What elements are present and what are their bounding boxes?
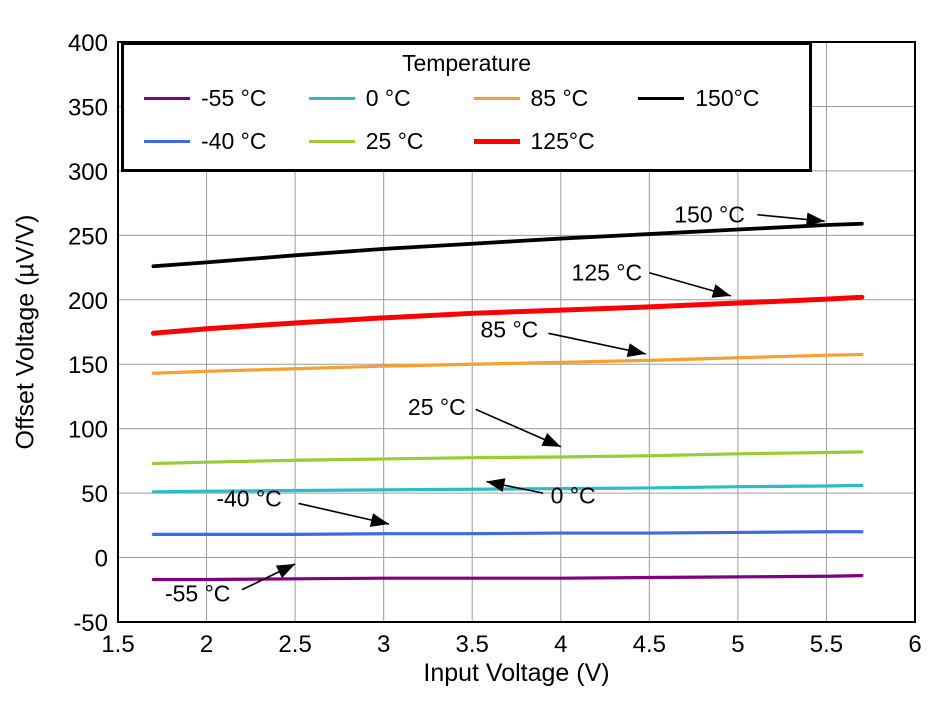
legend-entry: -40 °C: [144, 120, 309, 163]
legend-entries: -55 °C -40 °C 0 °C 25 °C 85 °C 125°C 150°C: [124, 77, 809, 163]
y-tick-label: 50: [81, 481, 108, 508]
y-axis-title: Offset Voltage (µV/V): [11, 214, 40, 450]
legend-swatch-line-icon: [308, 139, 355, 144]
series-line-85c: [151, 352, 864, 375]
x-tick-label: 3: [377, 631, 390, 658]
legend-entry-label: -55 °C: [201, 85, 267, 111]
annotation-label: 0 °C: [551, 483, 596, 509]
annotation-label: 125 °C: [572, 260, 643, 286]
x-tick-label: 1.5: [101, 631, 134, 658]
x-tick-label: 4.5: [633, 631, 666, 658]
legend-entry-label: 25 °C: [365, 128, 424, 154]
y-tick-label: 150: [68, 352, 108, 379]
legend-entry-label: -40 °C: [201, 128, 267, 154]
annotation-arrowhead-icon: [369, 513, 389, 527]
legend-entry: 150°C: [638, 77, 803, 120]
legend-entry-label: 85 °C: [530, 85, 589, 111]
legend-entry-label: 0 °C: [365, 85, 411, 111]
x-tick-label: 2.5: [278, 631, 311, 658]
y-tick-label: 300: [68, 159, 108, 186]
annotation-label: 25 °C: [408, 394, 466, 420]
annotation-arrowhead-icon: [486, 478, 506, 492]
series-line--40c: [151, 530, 864, 536]
legend-swatch-line-icon: [473, 139, 520, 144]
legend-swatch-line-icon: [473, 96, 520, 101]
legend-entry: 25 °C: [308, 120, 474, 163]
annotation-label: -55 °C: [165, 581, 230, 607]
legend-entry-label: 150°C: [695, 85, 760, 111]
annotation-arrowhead-icon: [806, 212, 825, 227]
legend: Temperature -55 °C -40 °C 0 °C 25 °C 85 °C 12…: [121, 42, 812, 172]
y-tick-label: 200: [68, 288, 108, 315]
legend-swatch-line-icon: [308, 96, 355, 101]
y-tick-label: 400: [68, 30, 108, 57]
legend-swatch-line-icon: [144, 139, 190, 144]
x-tick-label: 5.5: [810, 631, 843, 658]
legend-swatch-line-icon: [144, 96, 190, 101]
legend-entry: 85 °C: [473, 77, 639, 120]
annotation-arrowhead-icon: [626, 343, 646, 358]
legend-entry: 125°C: [473, 120, 639, 163]
legend-entry: 0 °C: [308, 77, 474, 120]
x-axis-title: Input Voltage (V): [423, 659, 610, 687]
annotation-arrowhead-icon: [275, 564, 296, 579]
legend-entry: -55 °C: [144, 77, 309, 120]
legend-title: Temperature: [401, 50, 532, 76]
y-tick-label: 350: [68, 94, 108, 121]
y-tick-label: 250: [68, 223, 108, 250]
x-tick-label: 3.5: [456, 631, 489, 658]
series-line-150c: [151, 221, 864, 269]
series-line--55c: [151, 573, 864, 582]
y-tick-label: -50: [73, 610, 108, 637]
series-line-125c: [150, 294, 865, 336]
x-tick-label: 4: [554, 631, 567, 658]
series-line-25c: [151, 450, 864, 466]
legend-entry-label: 125°C: [530, 128, 595, 154]
x-tick-label: 6: [908, 631, 921, 658]
annotation-label: 85 °C: [481, 316, 539, 342]
annotation-arrowhead-icon: [711, 284, 731, 298]
annotation-arrowhead-icon: [541, 433, 561, 447]
x-tick-label: 5: [731, 631, 744, 658]
legend-swatch-line-icon: [638, 96, 685, 101]
y-tick-label: 100: [68, 417, 108, 444]
annotation-label: -40 °C: [216, 485, 281, 511]
annotation-label: 150 °C: [674, 202, 745, 228]
series-line-0c: [151, 483, 864, 494]
x-tick-label: 2: [200, 631, 213, 658]
y-tick-label: 0: [95, 546, 108, 573]
